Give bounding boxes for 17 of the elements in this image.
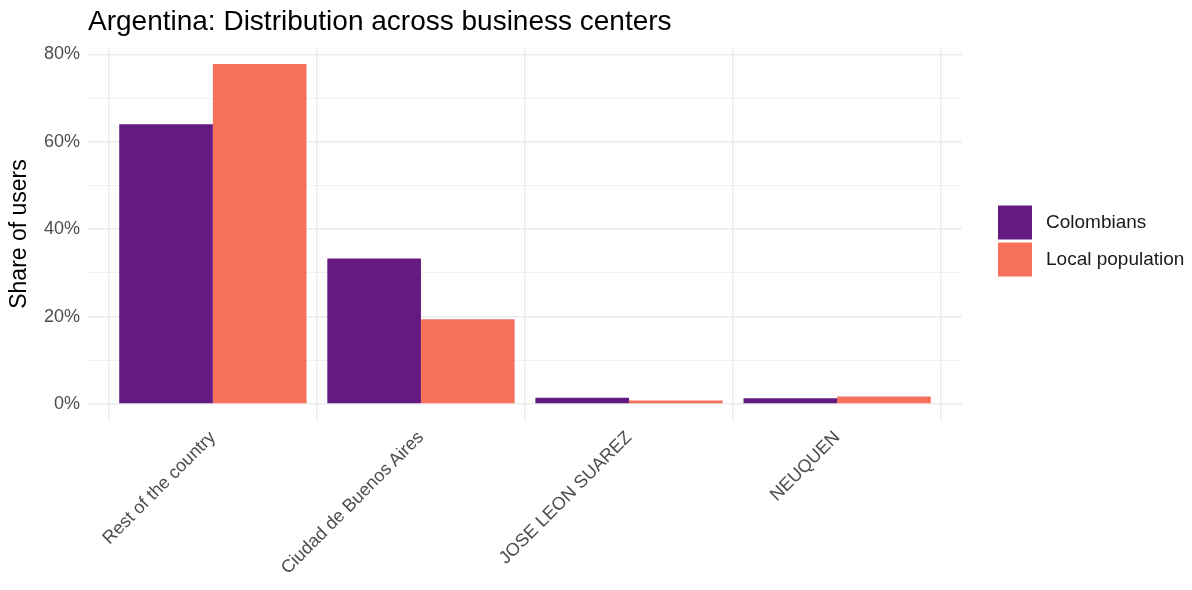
- legend-label: Colombians: [1046, 210, 1147, 232]
- legend-label: Local population: [1046, 247, 1185, 269]
- bar: [535, 397, 630, 404]
- y-tick-label: 80%: [43, 43, 80, 64]
- y-axis-title: Share of users: [5, 159, 32, 309]
- y-tick-label: 40%: [43, 218, 80, 239]
- bar: [629, 400, 723, 404]
- y-tick-label: 20%: [43, 305, 80, 326]
- y-tick-label: 0%: [53, 392, 80, 413]
- bar: [837, 396, 931, 404]
- bar: [119, 124, 213, 404]
- bar: [743, 398, 838, 404]
- bar: [420, 319, 515, 404]
- bar: [212, 64, 307, 404]
- chart-title: Argentina: Distribution across business centers: [88, 5, 672, 36]
- y-tick-label: 60%: [43, 130, 80, 151]
- bar: [327, 258, 421, 404]
